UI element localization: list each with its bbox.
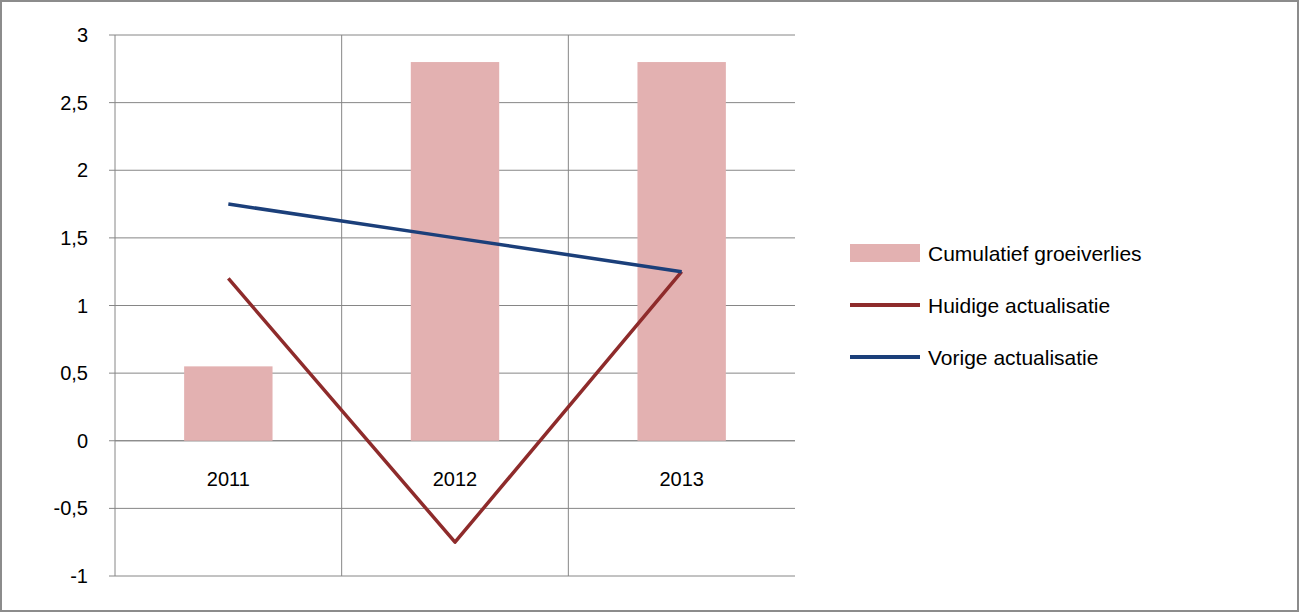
grid-line: [115, 35, 795, 36]
legend-swatch: [850, 355, 920, 359]
chart-frame: [1, 1, 1298, 611]
tick-mark: [109, 35, 115, 36]
y-tick-label: -0,5: [54, 497, 88, 519]
tick-mark: [109, 170, 115, 171]
tick-mark: [109, 237, 115, 238]
grid-line: [115, 576, 795, 577]
legend-swatch: [850, 303, 920, 307]
chart: -1 -0,5 0 0,5 1 1,5 2 2,5 3 2011 2012 2013 Cumulatie…: [0, 0, 1299, 612]
bar: [411, 62, 499, 441]
plot-marks: [184, 62, 726, 542]
y-tick-label: 0: [77, 430, 88, 452]
tick-mark: [109, 576, 115, 577]
tick-mark: [109, 102, 115, 103]
x-tick-label: 2012: [433, 468, 478, 490]
tick-mark: [109, 508, 115, 509]
bar: [184, 366, 272, 440]
legend-swatch: [850, 244, 920, 262]
grid-line: [115, 508, 795, 509]
legend-label: Huidige actualisatie: [928, 294, 1110, 317]
y-tick-label: 0,5: [60, 362, 88, 384]
category-divider: [568, 35, 569, 576]
tick-mark: [109, 440, 115, 441]
bar: [637, 62, 725, 441]
y-tick-label: 2: [77, 159, 88, 181]
line: [228, 272, 681, 543]
x-tick-label: 2011: [207, 468, 250, 490]
legend-label: Vorige actualisatie: [928, 346, 1098, 369]
y-tick-label: 1: [77, 295, 88, 317]
y-tick-label: -1: [70, 565, 88, 587]
x-tick-label: 2013: [659, 468, 704, 490]
tick-mark: [109, 305, 115, 306]
y-tick-label: 2,5: [60, 92, 88, 114]
line: [228, 204, 681, 272]
tick-mark: [109, 373, 115, 374]
y-tick-label: 1,5: [60, 227, 88, 249]
category-divider: [341, 35, 342, 576]
legend-label: Cumulatief groeiverlies: [928, 242, 1142, 265]
y-axis: [115, 35, 116, 576]
y-tick-label: 3: [77, 24, 88, 46]
